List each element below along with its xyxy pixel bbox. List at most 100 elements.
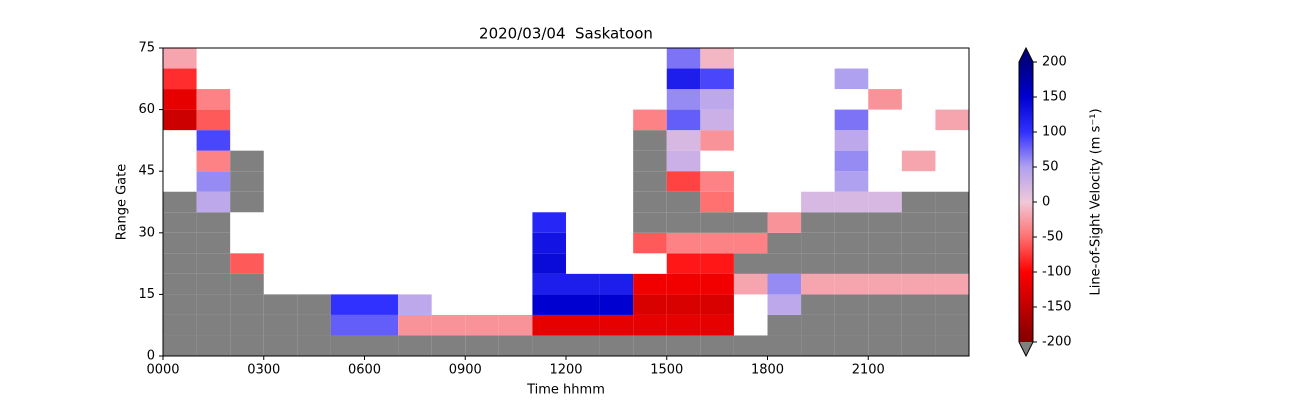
- velocity-cell: [431, 314, 466, 336]
- velocity-cell: [700, 232, 734, 254]
- ground-scatter-cell: [834, 253, 869, 274]
- ground-scatter-cell: [163, 232, 197, 254]
- velocity-cell: [364, 314, 399, 336]
- velocity-cell: [666, 68, 701, 90]
- ground-scatter-cell: [801, 294, 835, 315]
- y-tick-label: 60: [138, 102, 155, 117]
- velocity-cell: [666, 294, 701, 315]
- ground-scatter-cell: [868, 314, 902, 336]
- ground-scatter-cell: [599, 335, 634, 356]
- velocity-cell: [700, 294, 734, 315]
- velocity-cell: [700, 130, 734, 151]
- colorbar-tick-label: -200: [1042, 335, 1072, 350]
- ground-scatter-cell: [196, 314, 231, 336]
- ground-scatter-cell: [230, 273, 264, 295]
- velocity-cell: [868, 273, 902, 295]
- x-tick-label: 1200: [549, 363, 582, 378]
- velocity-cell: [163, 109, 197, 131]
- colorbar-label: Line-of-Sight Velocity (m s⁻¹): [1089, 108, 1104, 295]
- velocity-cell: [599, 294, 634, 315]
- colorbar-tick-label: -50: [1042, 230, 1063, 245]
- ground-scatter-cell: [263, 294, 298, 315]
- ground-scatter-cell: [901, 191, 936, 213]
- velocity-cell: [532, 232, 566, 254]
- x-tick-label: 0300: [247, 363, 280, 378]
- colorbar: [1019, 62, 1033, 342]
- velocity-cell: [700, 68, 734, 90]
- velocity-cell: [398, 314, 432, 336]
- x-tick-label: 2100: [852, 363, 885, 378]
- ground-scatter-cell: [801, 232, 835, 254]
- ground-scatter-cell: [733, 212, 768, 233]
- colorbar-tick-label: -100: [1042, 265, 1072, 280]
- y-tick-label: 15: [138, 287, 155, 302]
- ground-scatter-cell: [431, 335, 466, 356]
- velocity-cell: [566, 294, 600, 315]
- ground-scatter-cell: [935, 191, 969, 213]
- ground-scatter-cell: [330, 335, 365, 356]
- velocity-cell: [196, 171, 231, 192]
- velocity-cell: [330, 314, 365, 336]
- ground-scatter-cell: [868, 294, 902, 315]
- velocity-cell: [196, 150, 231, 172]
- ground-scatter-cell: [230, 171, 264, 192]
- ground-scatter-cell: [868, 212, 902, 233]
- ground-scatter-cell: [935, 314, 969, 336]
- velocity-cell: [163, 89, 197, 110]
- velocity-cell: [834, 171, 869, 192]
- ground-scatter-cell: [935, 212, 969, 233]
- ground-scatter-cell: [935, 253, 969, 274]
- ground-scatter-cell: [868, 253, 902, 274]
- velocity-cell: [700, 273, 734, 295]
- colorbar-tick-label: -150: [1042, 300, 1072, 315]
- ground-scatter-cell: [666, 212, 701, 233]
- velocity-cell: [901, 150, 936, 172]
- velocity-cell: [868, 89, 902, 110]
- ground-scatter-cell: [163, 273, 197, 295]
- ground-scatter-cell: [801, 212, 835, 233]
- velocity-cell: [666, 314, 701, 336]
- velocity-cell: [901, 273, 936, 295]
- velocity-cell: [599, 314, 634, 336]
- ground-scatter-cell: [901, 253, 936, 274]
- ground-scatter-cell: [297, 314, 331, 336]
- ground-scatter-cell: [566, 335, 600, 356]
- y-tick-label: 30: [138, 225, 155, 240]
- velocity-cell: [834, 68, 869, 90]
- ground-scatter-cell: [163, 314, 197, 336]
- ground-scatter-cell: [767, 335, 802, 356]
- velocity-cell: [834, 109, 869, 131]
- ground-scatter-cell: [230, 294, 264, 315]
- ground-scatter-cell: [935, 294, 969, 315]
- velocity-cell: [633, 109, 667, 131]
- ground-scatter-cell: [767, 232, 802, 254]
- ground-scatter-cell: [633, 335, 667, 356]
- ground-scatter-cell: [901, 212, 936, 233]
- y-tick-label: 75: [138, 41, 155, 56]
- colorbar-extend-under: [1019, 342, 1033, 356]
- cells: [163, 48, 969, 356]
- ground-scatter-cell: [163, 335, 197, 356]
- velocity-cell: [935, 273, 969, 295]
- ground-scatter-cell: [901, 294, 936, 315]
- velocity-cell: [532, 253, 566, 274]
- velocity-cell: [196, 191, 231, 213]
- velocity-cell: [196, 109, 231, 131]
- x-tick-label: 0600: [348, 363, 381, 378]
- ground-scatter-cell: [196, 212, 231, 233]
- velocity-cell: [733, 273, 768, 295]
- y-tick-label: 0: [147, 349, 155, 364]
- velocity-cell: [666, 253, 701, 274]
- velocity-cell: [498, 314, 533, 336]
- ground-scatter-cell: [163, 294, 197, 315]
- ground-scatter-cell: [163, 253, 197, 274]
- ground-scatter-cell: [666, 191, 701, 213]
- velocity-cell: [834, 150, 869, 172]
- x-axis-label: Time hhmm: [526, 383, 605, 398]
- colorbar-tick-label: 100: [1042, 125, 1067, 140]
- velocity-cell: [532, 212, 566, 233]
- velocity-cell: [700, 191, 734, 213]
- colorbar-extend-over: [1019, 48, 1033, 62]
